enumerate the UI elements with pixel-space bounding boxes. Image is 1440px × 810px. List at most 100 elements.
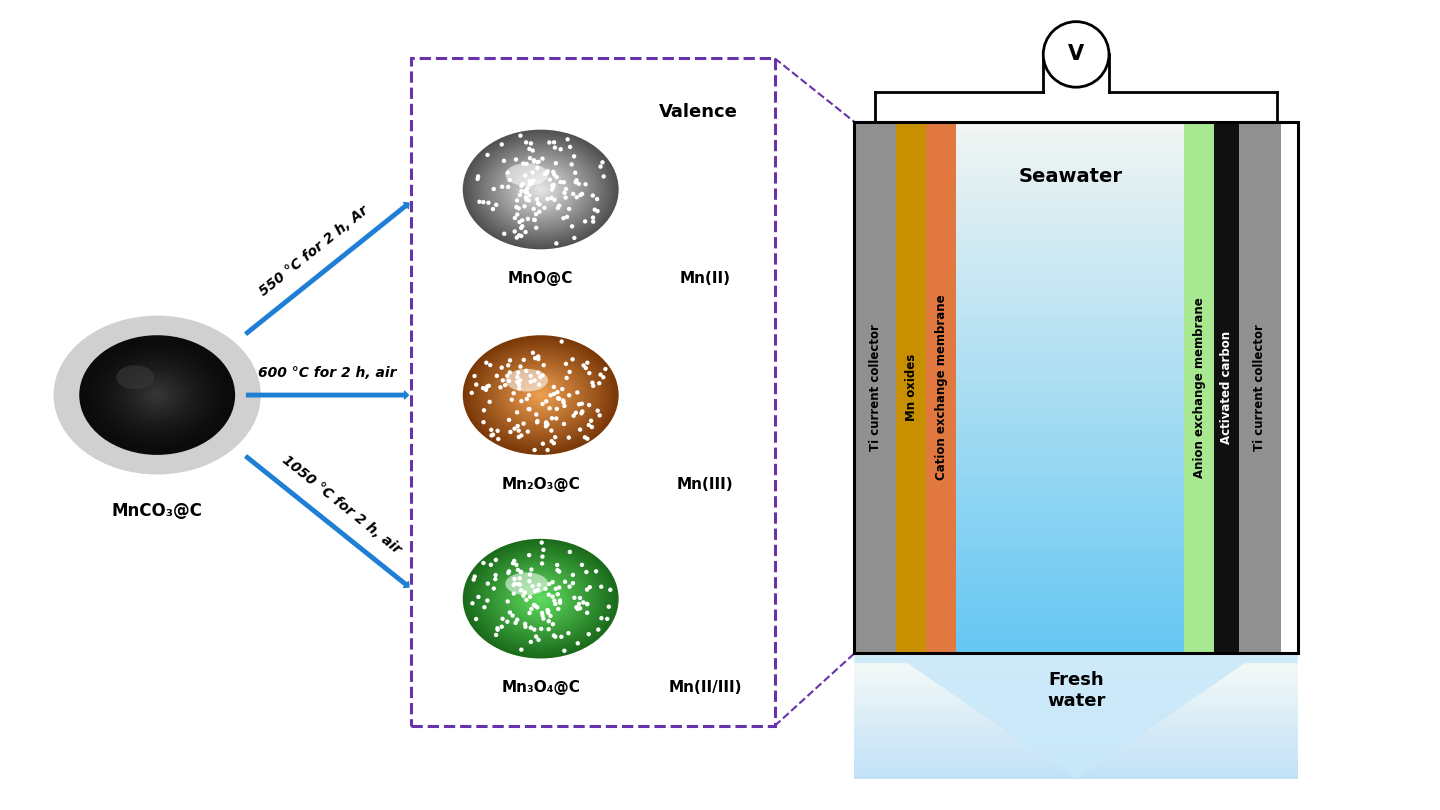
Circle shape	[540, 156, 544, 161]
Circle shape	[520, 399, 524, 403]
Ellipse shape	[539, 393, 543, 397]
Bar	[854, 688, 1297, 691]
Circle shape	[556, 390, 560, 394]
Bar	[854, 744, 1297, 748]
Circle shape	[484, 388, 488, 392]
Bar	[854, 704, 1297, 707]
Ellipse shape	[497, 565, 585, 633]
Circle shape	[569, 162, 573, 167]
Circle shape	[524, 397, 528, 401]
Circle shape	[564, 376, 569, 380]
Ellipse shape	[504, 161, 577, 218]
Circle shape	[559, 147, 563, 151]
Circle shape	[560, 339, 564, 343]
Ellipse shape	[462, 130, 619, 249]
Ellipse shape	[536, 391, 546, 399]
Ellipse shape	[484, 555, 598, 642]
Circle shape	[544, 420, 549, 424]
Bar	[956, 379, 1184, 388]
Ellipse shape	[495, 564, 586, 633]
Circle shape	[540, 441, 546, 446]
Ellipse shape	[521, 380, 560, 410]
Ellipse shape	[497, 361, 585, 429]
Ellipse shape	[480, 143, 602, 237]
Ellipse shape	[501, 365, 580, 425]
Circle shape	[547, 140, 552, 145]
Bar	[956, 432, 1184, 441]
Circle shape	[580, 192, 585, 196]
Bar	[956, 122, 1184, 130]
Bar	[956, 281, 1184, 290]
Circle shape	[593, 207, 598, 212]
Circle shape	[517, 382, 521, 386]
Ellipse shape	[98, 350, 216, 441]
Ellipse shape	[500, 364, 582, 426]
Circle shape	[546, 197, 550, 201]
Circle shape	[547, 592, 552, 597]
Circle shape	[530, 148, 534, 153]
Circle shape	[527, 573, 533, 577]
Circle shape	[557, 600, 562, 605]
Circle shape	[544, 399, 549, 403]
Ellipse shape	[527, 589, 554, 609]
Circle shape	[549, 428, 553, 433]
Ellipse shape	[467, 133, 615, 246]
Circle shape	[514, 563, 518, 567]
Circle shape	[537, 582, 541, 587]
Bar	[956, 645, 1184, 654]
Circle shape	[494, 558, 498, 562]
Circle shape	[523, 230, 528, 234]
Circle shape	[566, 436, 572, 440]
Bar	[956, 609, 1184, 618]
Circle shape	[497, 437, 501, 441]
Circle shape	[552, 173, 556, 177]
Ellipse shape	[462, 335, 619, 455]
Ellipse shape	[112, 360, 203, 430]
Circle shape	[599, 585, 603, 589]
Ellipse shape	[467, 542, 615, 655]
Circle shape	[495, 628, 500, 632]
Ellipse shape	[465, 337, 616, 453]
Circle shape	[485, 582, 490, 586]
Ellipse shape	[523, 585, 559, 613]
Circle shape	[495, 626, 500, 630]
Ellipse shape	[537, 392, 544, 399]
Bar	[956, 591, 1184, 600]
Ellipse shape	[464, 336, 618, 454]
Circle shape	[582, 600, 586, 604]
Circle shape	[482, 605, 487, 609]
Bar	[956, 255, 1184, 263]
Ellipse shape	[507, 164, 575, 215]
Ellipse shape	[498, 362, 583, 428]
Circle shape	[590, 381, 595, 385]
Bar	[956, 529, 1184, 538]
Circle shape	[585, 602, 589, 606]
Ellipse shape	[115, 363, 199, 428]
Bar	[956, 458, 1184, 467]
Text: Mn(II): Mn(II)	[680, 271, 730, 286]
Ellipse shape	[494, 153, 588, 225]
Circle shape	[575, 195, 579, 199]
Circle shape	[588, 585, 592, 590]
Circle shape	[563, 362, 569, 366]
Circle shape	[520, 184, 524, 188]
Ellipse shape	[530, 387, 552, 403]
Ellipse shape	[477, 550, 605, 647]
Ellipse shape	[471, 545, 611, 653]
Bar	[854, 735, 1297, 739]
Circle shape	[570, 357, 575, 361]
Circle shape	[556, 568, 560, 573]
Circle shape	[557, 397, 562, 401]
Circle shape	[533, 589, 537, 593]
Circle shape	[485, 153, 490, 157]
Bar	[956, 494, 1184, 503]
Ellipse shape	[523, 381, 559, 409]
Bar	[854, 732, 1297, 735]
Bar	[956, 335, 1184, 343]
Ellipse shape	[464, 539, 618, 658]
Ellipse shape	[150, 389, 166, 401]
Bar	[956, 503, 1184, 512]
Ellipse shape	[524, 382, 557, 408]
Circle shape	[585, 437, 589, 441]
Circle shape	[550, 580, 554, 584]
